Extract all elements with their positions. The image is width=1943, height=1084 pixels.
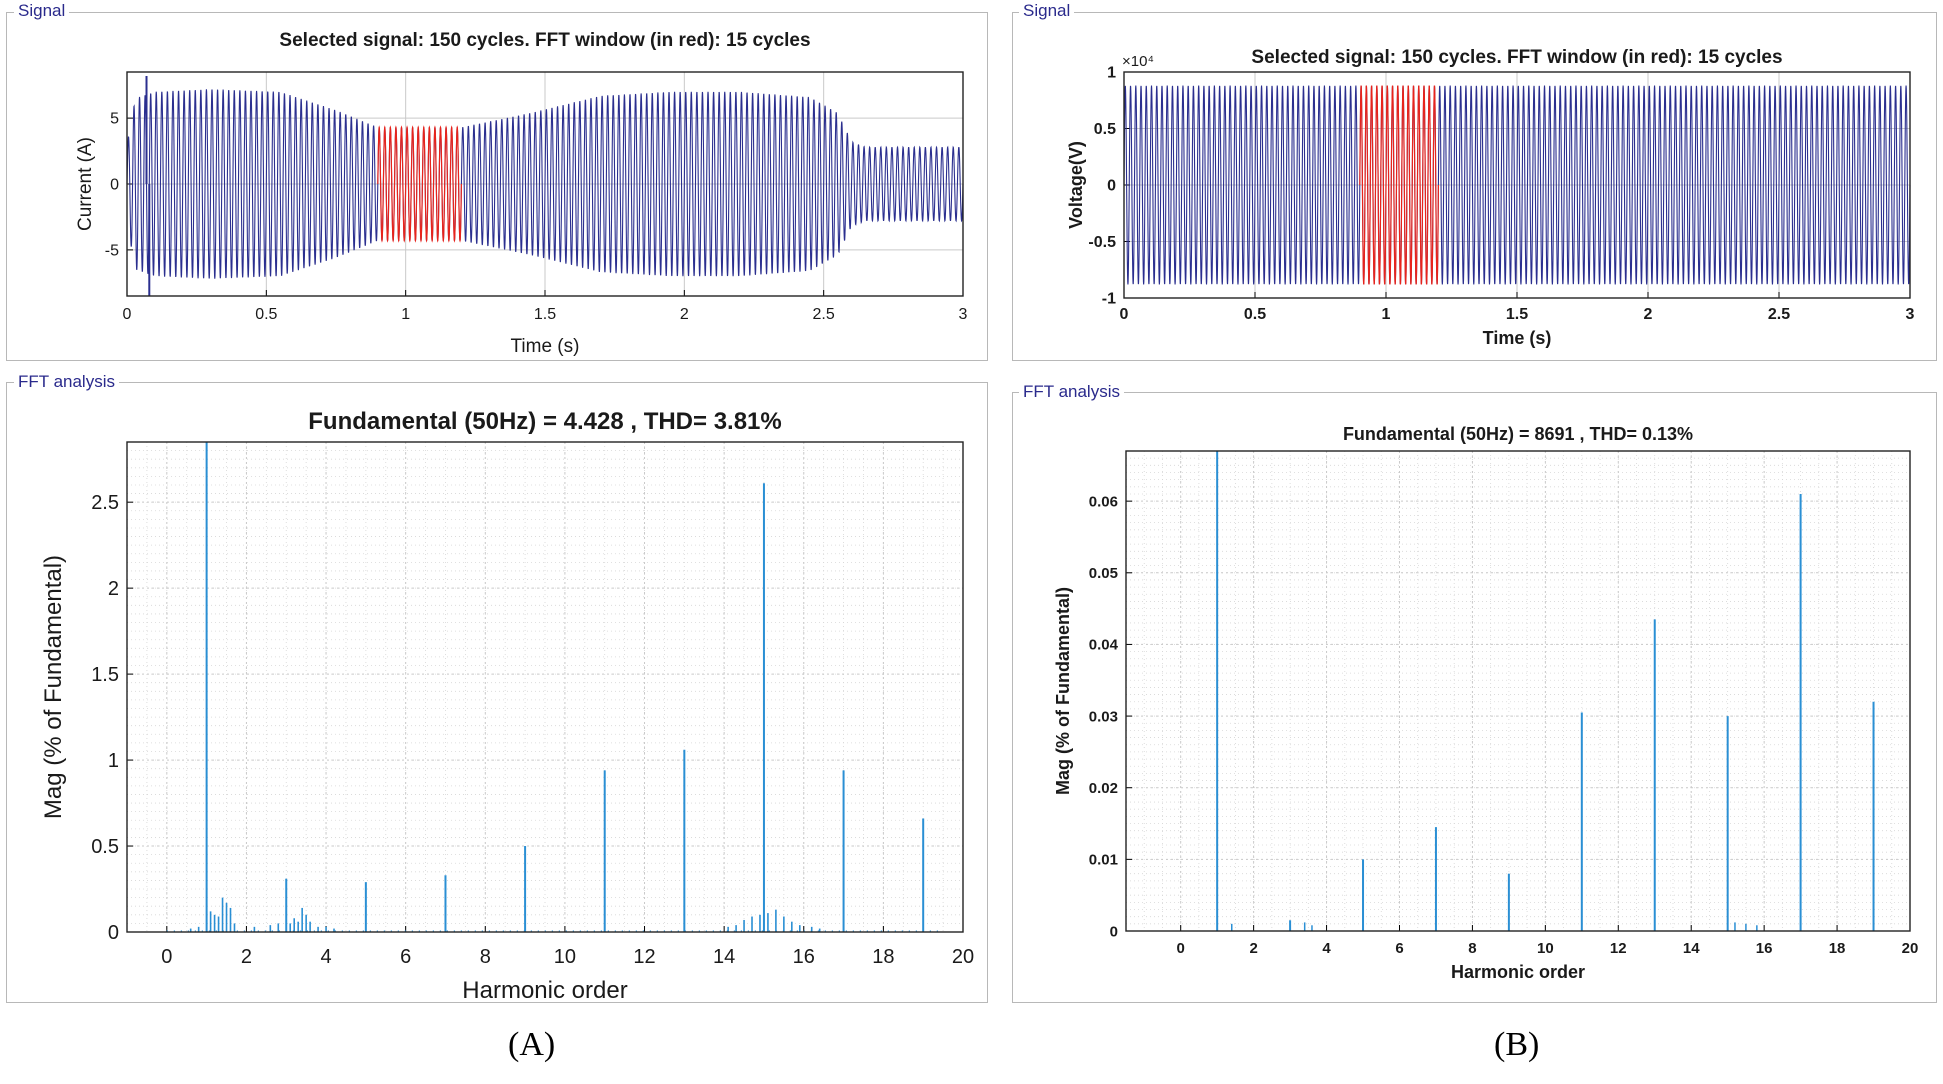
a_signal-y-tick-label: -5 <box>105 242 119 259</box>
b_signal-title: Selected signal: 150 cycles. FFT window … <box>1251 47 1782 68</box>
b_fft-plot-area <box>1126 451 1910 931</box>
b_signal-axes-frame <box>1123 71 1911 299</box>
b_fft-x-axis-label: Harmonic order <box>1451 962 1585 982</box>
a_fft-x-tick-label: 18 <box>872 946 894 968</box>
a_signal-x-tick-label: 1.5 <box>534 306 556 323</box>
a_signal-x-tick-label: 0.5 <box>255 306 277 323</box>
b_fft-x-tick-label: 0 <box>1177 940 1185 957</box>
a_fft-x-axis-label: Harmonic order <box>462 977 627 1004</box>
a_fft-x-tick-label: 4 <box>320 946 331 968</box>
b_signal-x-tick-label: 1.5 <box>1506 306 1528 323</box>
a_signal-x-tick-label: 0 <box>123 306 132 323</box>
a_fft-x-tick-label: 2 <box>241 946 252 968</box>
b_fft-axes-frame <box>1125 450 1911 932</box>
b_fft-y-tick-label: 0.05 <box>1089 565 1118 582</box>
b_fft-y-tick-label: 0.01 <box>1089 852 1118 869</box>
a_fft-axes-frame <box>126 441 964 933</box>
a_signal-axes-frame <box>126 71 964 297</box>
b_signal-y-axis-label: Voltage(V) <box>1066 141 1086 229</box>
panel-a-signal-group-label: Signal <box>14 1 70 21</box>
a_fft-x-tick-label: 0 <box>161 946 172 968</box>
panel-b-fft-group-label: FFT analysis <box>1019 382 1124 402</box>
b_fft-y-tick-label: 0.04 <box>1089 637 1119 654</box>
a_signal-x-tick-label: 3 <box>959 306 968 323</box>
b_fft-x-tick-label: 4 <box>1322 940 1331 957</box>
a_signal-y-axis-label: Current (A) <box>75 137 96 231</box>
a_signal-x-axis-label: Time (s) <box>511 336 580 357</box>
a_fft-y-axis-label: Mag (% of Fundamental) <box>40 555 67 819</box>
b_signal-y-tick-label: 1 <box>1107 65 1116 82</box>
a-signal-trace <box>126 89 964 279</box>
b_signal-y-tick-label: -1 <box>1102 291 1116 308</box>
a_signal-title: Selected signal: 150 cycles. FFT window … <box>279 30 810 51</box>
panel-b-caption: (B) <box>1494 1026 1540 1063</box>
a_fft-y-tick-label: 1 <box>108 750 119 772</box>
b_fft-title: Fundamental (50Hz) = 8691 , THD= 0.13% <box>1343 424 1693 444</box>
b_fft-x-tick-label: 8 <box>1468 940 1476 957</box>
a_fft-x-tick-label: 10 <box>554 946 576 968</box>
b_signal-y-tick-label: 0 <box>1107 178 1116 195</box>
a_signal-y-tick-label: 0 <box>110 177 119 194</box>
b_fft-y-tick-label: 0.02 <box>1089 780 1118 797</box>
a_fft-title: Fundamental (50Hz) = 4.428 , THD= 3.81% <box>308 408 782 435</box>
panel-b-fft-group <box>1012 392 1937 1003</box>
b_fft-y-tick-label: 0.03 <box>1089 708 1118 725</box>
a-fft-window-trace <box>377 125 462 243</box>
a_fft-x-tick-label: 12 <box>633 946 655 968</box>
panel-b-signal-group <box>1012 12 1937 361</box>
b_fft-x-tick-label: 18 <box>1829 940 1846 957</box>
a_fft-x-tick-label: 14 <box>713 946 735 968</box>
panel-a-signal-group <box>6 12 988 361</box>
a_fft-y-tick-label: 2.5 <box>91 492 119 514</box>
a_fft-x-tick-label: 6 <box>400 946 411 968</box>
b-fft-window-trace <box>1359 85 1439 285</box>
b-signal-trace <box>1123 85 1911 285</box>
a_signal-x-tick-label: 2 <box>680 306 689 323</box>
b_fft-x-tick-label: 6 <box>1395 940 1403 957</box>
a_fft-y-tick-label: 1.5 <box>91 664 119 686</box>
b_fft-x-tick-label: 2 <box>1249 940 1257 957</box>
b_signal-y-tick-label: -0.5 <box>1088 234 1116 251</box>
b_fft-x-tick-label: 10 <box>1537 940 1554 957</box>
b_fft-y-tick-label: 0.06 <box>1089 493 1118 510</box>
b_signal-x-tick-label: 1 <box>1382 306 1391 323</box>
b-y-exponent-label: ×10⁴ <box>1122 53 1154 70</box>
a_signal-y-tick-label: 5 <box>110 111 119 128</box>
b_signal-y-tick-label: 0.5 <box>1094 121 1116 138</box>
b_signal-x-axis-label: Time (s) <box>1483 328 1552 348</box>
b_signal-x-tick-label: 0.5 <box>1244 306 1266 323</box>
a_fft-y-tick-label: 0.5 <box>91 836 119 858</box>
b_fft-x-tick-label: 14 <box>1683 940 1700 957</box>
a_signal-x-tick-label: 1 <box>401 306 410 323</box>
a_signal-x-tick-label: 2.5 <box>813 306 835 323</box>
panel-a-caption: (A) <box>508 1026 556 1063</box>
a_fft-x-tick-label: 20 <box>952 946 974 968</box>
b_fft-x-tick-label: 16 <box>1756 940 1773 957</box>
b_fft-x-tick-label: 20 <box>1902 940 1919 957</box>
panel-a-fft-group-label: FFT analysis <box>14 372 119 392</box>
a_fft-y-tick-label: 0 <box>108 922 119 944</box>
b_fft-y-axis-label: Mag (% of Fundamental) <box>1053 587 1073 795</box>
a_fft-x-tick-label: 16 <box>793 946 815 968</box>
panel-b-signal-group-label: Signal <box>1019 1 1075 21</box>
b_fft-x-tick-label: 12 <box>1610 940 1627 957</box>
a_fft-y-tick-label: 2 <box>108 578 119 600</box>
panel-a-fft-group <box>6 382 988 1003</box>
a_fft-x-tick-label: 8 <box>480 946 491 968</box>
b_signal-x-tick-label: 2 <box>1644 306 1653 323</box>
b_fft-y-tick-label: 0 <box>1110 923 1118 940</box>
b_signal-x-tick-label: 3 <box>1906 306 1915 323</box>
b_signal-x-tick-label: 0 <box>1120 306 1129 323</box>
b_signal-x-tick-label: 2.5 <box>1768 306 1790 323</box>
